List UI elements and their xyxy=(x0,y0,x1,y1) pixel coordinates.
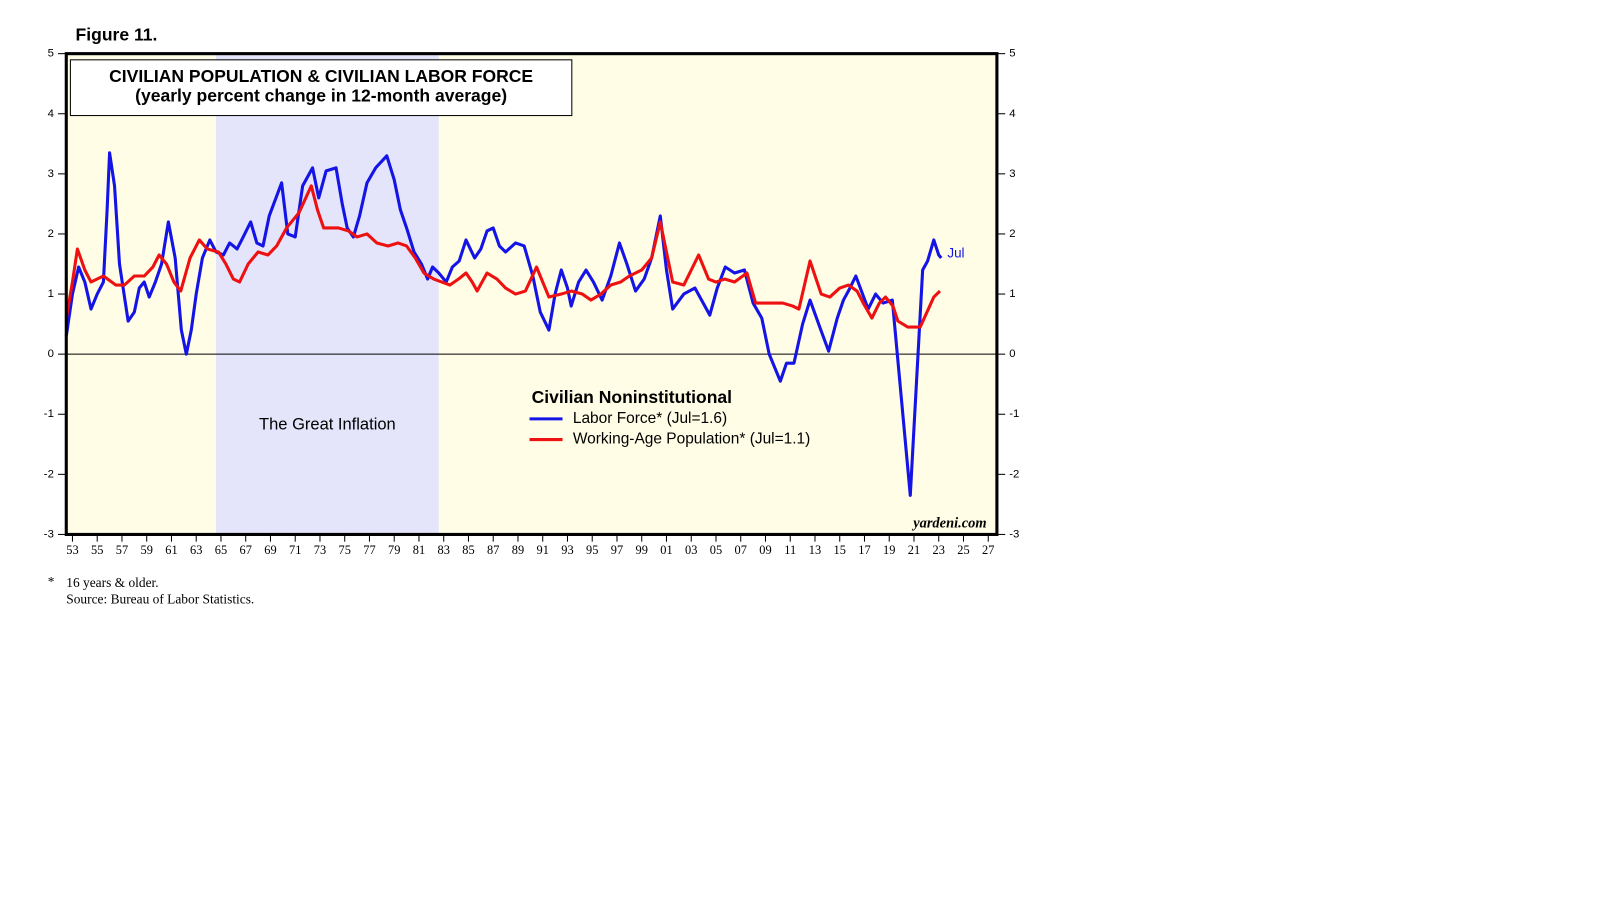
y-tick-label: -2 xyxy=(44,468,54,480)
x-tick-label: 23 xyxy=(933,543,945,557)
y-tick-label: 5 xyxy=(48,48,54,60)
x-tick-label: 93 xyxy=(561,543,573,557)
shaded-period xyxy=(216,53,439,535)
y-tick-label: 0 xyxy=(48,348,54,360)
x-tick-label: 07 xyxy=(735,543,747,557)
source: Source: Bureau of Labor Statistics. xyxy=(66,592,254,607)
x-tick-label: 17 xyxy=(858,543,870,557)
y-tick-label: -3 xyxy=(44,528,54,540)
x-tick-label: 21 xyxy=(908,543,920,557)
x-tick-label: 19 xyxy=(883,543,895,557)
x-tick-label: 89 xyxy=(512,543,524,557)
x-tick-label: 67 xyxy=(240,543,252,557)
x-tick-label: 59 xyxy=(141,543,153,557)
y-tick-label: 1 xyxy=(48,288,54,300)
x-tick-label: 15 xyxy=(834,543,846,557)
x-tick-label: 81 xyxy=(413,543,425,557)
y2-tick-label: 3 xyxy=(1009,168,1015,180)
legend-title: Civilian Noninstitutional xyxy=(532,387,732,407)
legend-label: Labor Force* (Jul=1.6) xyxy=(573,410,727,427)
y2-tick-label: -1 xyxy=(1009,408,1019,420)
x-tick-label: 03 xyxy=(685,543,697,557)
x-tick-label: 69 xyxy=(264,543,276,557)
x-tick-label: 91 xyxy=(537,543,549,557)
x-tick-label: 75 xyxy=(339,543,351,557)
x-tick-label: 99 xyxy=(636,543,648,557)
x-tick-label: 95 xyxy=(586,543,598,557)
x-tick-label: 01 xyxy=(660,543,672,557)
x-tick-label: 83 xyxy=(438,543,450,557)
x-tick-label: 61 xyxy=(165,543,177,557)
end-label: Jul xyxy=(947,245,964,260)
x-tick-label: 63 xyxy=(190,543,202,557)
x-tick-label: 13 xyxy=(809,543,821,557)
figure-label: Figure 11. xyxy=(76,25,158,45)
x-tick-label: 05 xyxy=(710,543,722,557)
series-line xyxy=(64,184,942,329)
y2-tick-label: 1 xyxy=(1009,288,1015,300)
plot-frame xyxy=(64,52,999,536)
x-tick-label: 25 xyxy=(957,543,969,557)
x-tick-label: 53 xyxy=(66,543,78,557)
x-tick-label: 73 xyxy=(314,543,326,557)
x-tick-label: 71 xyxy=(289,543,301,557)
footnote-mark: * xyxy=(48,574,55,589)
watermark: yardeni.com xyxy=(911,515,986,531)
x-tick-label: 11 xyxy=(784,543,796,557)
series-line xyxy=(64,151,943,497)
footnote: 16 years & older. xyxy=(66,575,158,590)
y-tick-label: -1 xyxy=(44,408,54,420)
plot-area: The Great Inflation-3 -3-2 -2-1 -10 01 12 23 34… xyxy=(44,48,1020,557)
x-tick-label: 77 xyxy=(363,543,375,557)
y2-tick-label: -2 xyxy=(1009,468,1019,480)
x-tick-label: 87 xyxy=(487,543,499,557)
legend-label: Working-Age Population* (Jul=1.1) xyxy=(573,431,810,448)
x-tick-label: 09 xyxy=(759,543,771,557)
chart-subtitle: (yearly percent change in 12-month avera… xyxy=(135,86,507,106)
x-tick-label: 85 xyxy=(462,543,474,557)
x-tick-label: 97 xyxy=(611,543,623,557)
x-tick-label: 65 xyxy=(215,543,227,557)
y2-tick-label: 2 xyxy=(1009,228,1015,240)
y2-tick-label: 0 xyxy=(1009,348,1015,360)
x-tick-label: 57 xyxy=(116,543,128,557)
y-tick-label: 2 xyxy=(48,228,54,240)
y2-tick-label: 4 xyxy=(1009,108,1015,120)
title-box xyxy=(69,59,573,117)
y-tick-label: 4 xyxy=(48,108,54,120)
x-tick-label: 55 xyxy=(91,543,103,557)
shade-label: The Great Inflation xyxy=(259,415,396,433)
overlay: CIVILIAN POPULATION & CIVILIAN LABOR FOR… xyxy=(48,59,987,607)
x-tick-label: 79 xyxy=(388,543,400,557)
x-tick-label: 27 xyxy=(982,543,994,557)
y-tick-label: 3 xyxy=(48,168,54,180)
chart-title: CIVILIAN POPULATION & CIVILIAN LABOR FOR… xyxy=(109,66,533,86)
y2-tick-label: 5 xyxy=(1009,48,1015,60)
y2-tick-label: -3 xyxy=(1009,528,1019,540)
